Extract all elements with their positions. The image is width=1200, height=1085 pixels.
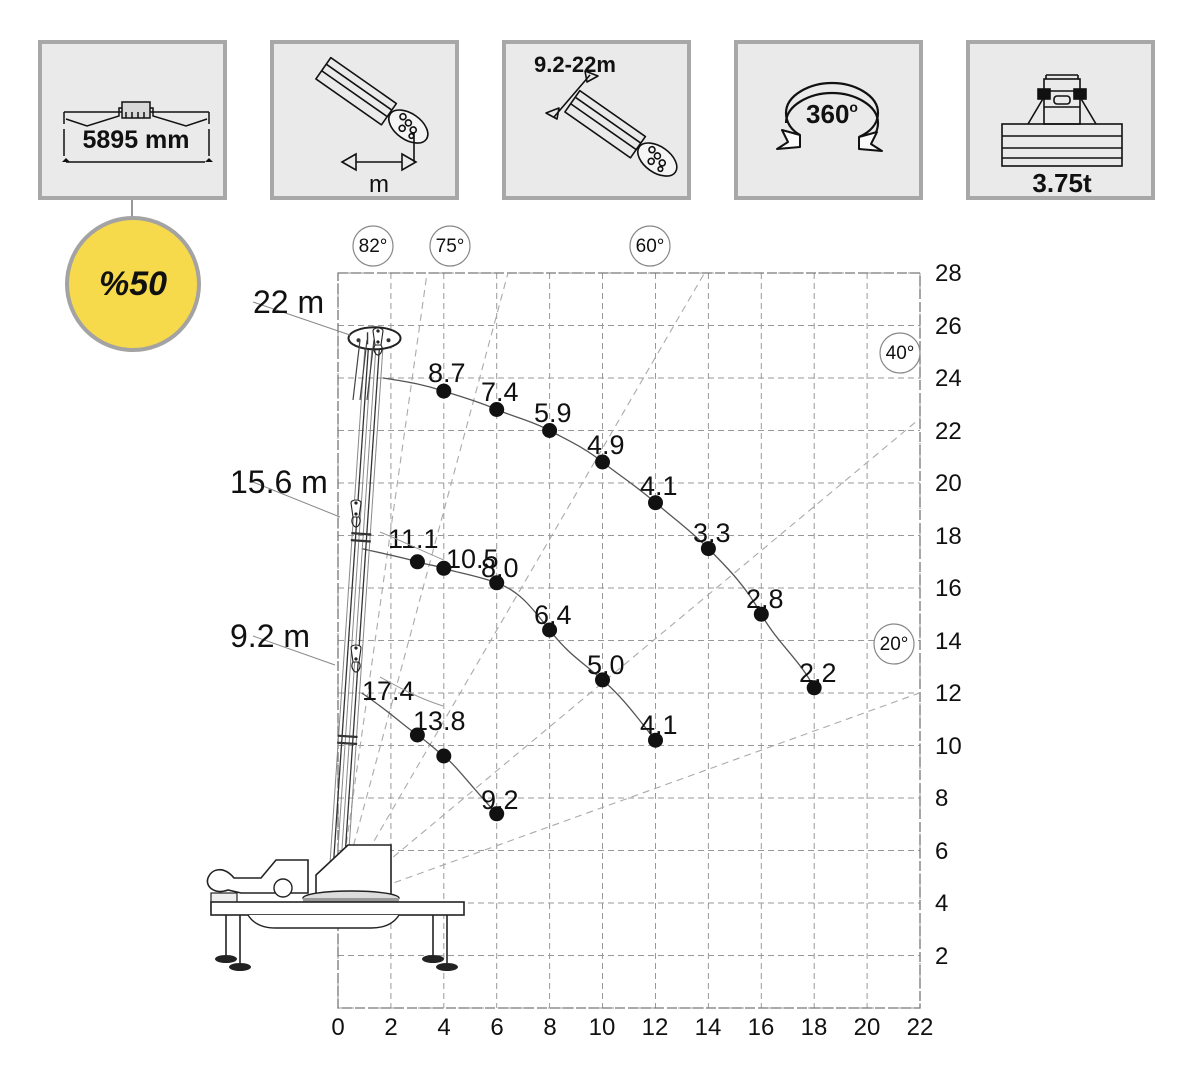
svg-text:3.3: 3.3 [693, 518, 731, 548]
svg-text:9.2: 9.2 [481, 785, 519, 815]
svg-text:40°: 40° [886, 343, 915, 364]
svg-text:4.9: 4.9 [587, 430, 625, 460]
svg-text:8.0: 8.0 [481, 553, 519, 583]
svg-text:75°: 75° [436, 236, 465, 257]
svg-text:5.9: 5.9 [534, 398, 572, 428]
svg-text:2.2: 2.2 [799, 658, 837, 688]
svg-text:13.8: 13.8 [413, 706, 466, 736]
svg-text:2.8: 2.8 [746, 584, 784, 614]
svg-text:4.1: 4.1 [640, 710, 678, 740]
svg-text:7.4: 7.4 [481, 377, 519, 407]
svg-text:22 m: 22 m [253, 284, 324, 320]
svg-text:20°: 20° [880, 634, 909, 655]
svg-text:15.6 m: 15.6 m [230, 464, 328, 500]
svg-text:8.7: 8.7 [428, 358, 466, 388]
svg-text:9.2 m: 9.2 m [230, 618, 310, 654]
svg-text:5.0: 5.0 [587, 650, 625, 680]
svg-text:6.4: 6.4 [534, 600, 572, 630]
svg-text:4.1: 4.1 [640, 471, 678, 501]
svg-text:82°: 82° [359, 236, 388, 257]
svg-text:60°: 60° [636, 236, 665, 257]
